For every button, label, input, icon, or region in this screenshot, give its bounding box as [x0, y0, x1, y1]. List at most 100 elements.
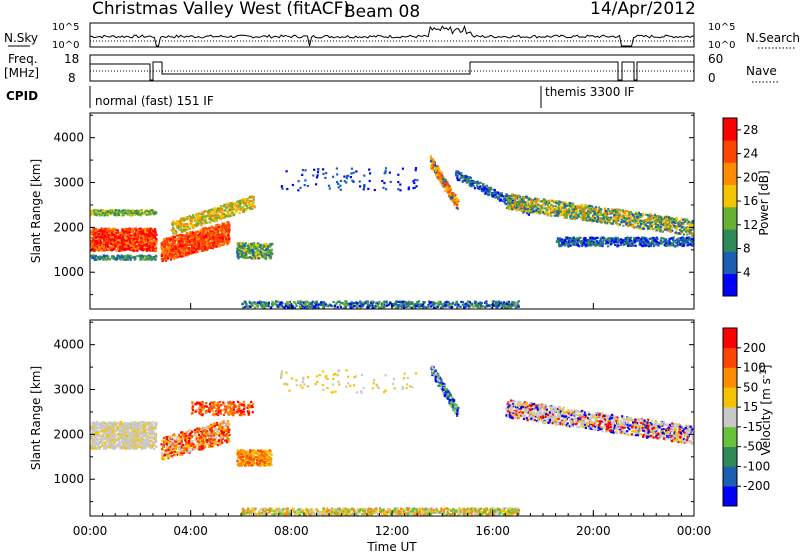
range-cell	[667, 244, 669, 246]
range-cell	[632, 214, 634, 216]
range-cell	[617, 218, 619, 220]
range-cell	[512, 201, 514, 203]
range-cell	[639, 226, 641, 228]
range-cell	[610, 222, 612, 224]
range-cell	[103, 254, 105, 256]
range-cell	[230, 206, 232, 208]
range-cell	[514, 201, 516, 203]
range-cell	[178, 223, 180, 225]
range-cell	[197, 217, 199, 219]
range-cell	[202, 242, 204, 244]
range-cell	[138, 233, 140, 235]
range-cell	[456, 207, 458, 209]
range-cell	[240, 208, 242, 210]
range-cell	[170, 258, 172, 260]
range-cell	[551, 200, 553, 202]
range-cell	[223, 232, 225, 234]
range-cell	[652, 224, 654, 226]
range-cell	[236, 203, 238, 205]
range-cell	[184, 217, 186, 219]
range-cell	[617, 224, 619, 226]
range-cell	[180, 218, 182, 220]
range-cell	[134, 233, 136, 235]
range-cell	[473, 181, 475, 183]
range-cell	[98, 249, 100, 251]
range-cell	[126, 255, 128, 257]
range-cell	[463, 175, 465, 177]
range-cell	[267, 252, 269, 254]
range-cell	[535, 210, 537, 212]
range-cell	[213, 209, 215, 211]
range-cell	[435, 167, 437, 169]
range-cell	[692, 235, 694, 237]
range-cell	[246, 205, 248, 207]
range-cell	[173, 257, 175, 259]
range-cell	[566, 216, 568, 218]
range-cell	[187, 236, 189, 238]
range-cell	[633, 220, 635, 222]
range-cell	[122, 256, 124, 258]
date-label: 14/Apr/2012	[590, 0, 696, 19]
range-cell	[108, 234, 110, 236]
range-cell	[580, 217, 582, 219]
range-cell	[198, 212, 200, 214]
range-cell	[243, 204, 245, 206]
range-cell	[518, 205, 520, 207]
range-cell	[548, 207, 550, 209]
range-cell	[202, 233, 204, 235]
range-cell	[187, 227, 189, 229]
range-cell	[231, 202, 233, 204]
range-cell	[195, 218, 197, 220]
range-cell	[141, 245, 143, 247]
range-cell	[244, 202, 246, 204]
range-cell	[205, 227, 207, 229]
range-cell	[678, 237, 680, 239]
range-cell	[564, 216, 566, 218]
range-cell	[500, 199, 502, 201]
range-cell	[95, 210, 97, 212]
range-cell	[455, 172, 457, 174]
range-cell	[112, 242, 114, 244]
range-cell	[613, 212, 615, 214]
range-cell	[442, 178, 444, 180]
range-cell	[518, 203, 520, 205]
range-cell	[198, 230, 200, 232]
range-cell	[129, 236, 131, 238]
range-cell	[503, 198, 505, 200]
range-cell	[606, 213, 608, 215]
range-cell	[217, 214, 219, 216]
range-cell	[228, 241, 230, 243]
range-cell	[618, 244, 620, 246]
range-cell	[575, 210, 577, 212]
range-cell	[199, 235, 201, 237]
range-cell	[430, 158, 432, 160]
range-cell	[206, 247, 208, 249]
range-cell	[444, 179, 446, 181]
range-cell	[484, 193, 486, 195]
range-cell	[575, 208, 577, 210]
range-cell	[211, 208, 213, 210]
range-cell	[200, 222, 202, 224]
range-cell	[545, 207, 547, 209]
range-cell	[618, 212, 620, 214]
range-cell	[196, 251, 198, 253]
range-cell	[90, 237, 92, 239]
range-cell	[93, 250, 95, 252]
range-cell	[641, 245, 643, 247]
range-cell	[213, 215, 215, 217]
range-cell	[470, 177, 472, 179]
range-cell	[677, 245, 679, 247]
range-cell	[610, 243, 612, 245]
range-cell	[615, 220, 617, 222]
range-cell	[243, 200, 245, 202]
range-cell	[686, 234, 688, 236]
range-cell	[111, 257, 113, 259]
range-cell	[103, 214, 105, 216]
range-cell	[201, 218, 203, 220]
range-cell	[251, 197, 253, 199]
range-cell	[545, 211, 547, 213]
range-cell	[667, 221, 669, 223]
range-cell	[188, 241, 190, 243]
range-cell	[566, 203, 568, 205]
range-cell	[98, 233, 100, 235]
